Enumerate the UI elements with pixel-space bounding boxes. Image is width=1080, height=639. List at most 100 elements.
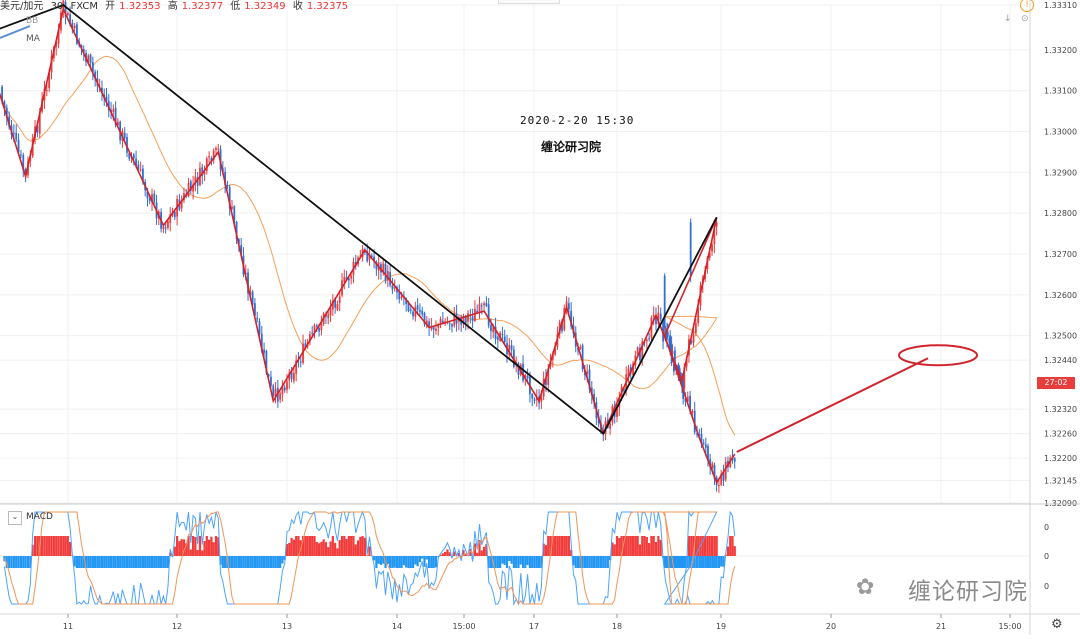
macd-histogram-bar: [36, 536, 38, 556]
macd-histogram-bar: [380, 556, 382, 565]
macd-histogram-bar: [178, 541, 180, 556]
candle-body: [734, 458, 736, 461]
macd-histogram-bar: [703, 556, 705, 568]
macd-histogram-bar: [87, 556, 89, 568]
macd-histogram-bar: [238, 556, 240, 568]
macd-histogram-bar: [405, 556, 407, 568]
macd-histogram-bar: [618, 538, 620, 556]
macd-histogram-bar: [130, 556, 132, 568]
candle-body: [320, 324, 322, 330]
macd-histogram-bar: [311, 536, 313, 556]
macd-histogram-bar: [428, 556, 430, 568]
macd-histogram-bar: [481, 550, 483, 556]
candle-body: [343, 277, 345, 282]
download-icon[interactable]: ↓: [1004, 14, 1012, 24]
candle-body: [167, 221, 169, 227]
macd-histogram-bar: [92, 556, 94, 568]
bb-indicator-label[interactable]: BB: [26, 16, 38, 26]
macd-histogram-bar: [339, 540, 341, 556]
candle-body: [449, 323, 451, 324]
candle-body: [646, 340, 648, 342]
macd-histogram-bar: [210, 537, 212, 556]
macd-histogram-bar: [53, 536, 55, 556]
macd-y-tick-label: 0: [1044, 582, 1049, 591]
macd-histogram-bar: [634, 536, 636, 556]
wechat-icon: ✿: [856, 575, 890, 601]
macd-histogram-bar: [536, 556, 538, 568]
macd-histogram-bar: [10, 556, 12, 568]
candle-body: [467, 313, 469, 321]
macd-histogram-bar: [142, 556, 144, 568]
candle-body: [664, 276, 666, 329]
macd-histogram-bar: [235, 556, 237, 568]
macd-histogram-bar: [215, 536, 217, 556]
macd-histogram-bar: [48, 536, 50, 556]
macd-histogram-bar: [515, 556, 517, 568]
macd-histogram-bar: [410, 556, 412, 568]
macd-label: MACD: [26, 512, 53, 522]
macd-histogram-bar: [316, 542, 318, 556]
macd-histogram-bar: [497, 556, 499, 568]
macd-histogram-bar: [78, 556, 80, 568]
candle-body: [504, 337, 506, 342]
macd-histogram-bar: [614, 544, 616, 556]
macd-histogram-bar: [716, 556, 718, 568]
high-label: 高: [168, 1, 178, 12]
candle-body: [46, 90, 48, 91]
macd-histogram-bar: [648, 543, 650, 556]
macd-histogram-bar: [348, 536, 350, 556]
macd-histogram-bar: [133, 556, 135, 568]
candle-body: [522, 364, 524, 381]
macd-histogram-bar: [25, 556, 27, 568]
macd-histogram-bar: [604, 556, 606, 568]
settings-small-icon[interactable]: ⊙: [1021, 14, 1029, 24]
macd-histogram-bar: [556, 536, 558, 556]
macd-histogram-bar: [394, 556, 396, 568]
macd-histogram-bar: [727, 547, 729, 556]
ma-indicator-label[interactable]: MA: [26, 34, 40, 44]
macd-histogram-bar: [709, 556, 711, 568]
candle-body: [215, 148, 217, 150]
timeframe-box[interactable]: [498, 0, 560, 4]
symbol-name[interactable]: 美元/加元: [0, 1, 43, 12]
macd-histogram-bar: [435, 556, 437, 567]
collapse-toggle[interactable]: ⌄: [8, 511, 22, 525]
interval-label[interactable]: 30: [51, 1, 64, 12]
macd-histogram-bar: [575, 556, 577, 568]
candle-body: [256, 318, 258, 320]
macd-histogram-bar: [627, 536, 629, 556]
macd-histogram-bar: [533, 556, 535, 568]
candle-body: [133, 154, 135, 158]
macd-histogram-bar: [643, 536, 645, 556]
candle-body: [703, 443, 705, 444]
macd-histogram-bar: [265, 556, 267, 568]
macd-histogram-bar: [62, 536, 64, 556]
macd-histogram-bar: [249, 556, 251, 568]
candle-body: [488, 304, 490, 325]
candle-body: [293, 373, 295, 381]
candle-body: [653, 315, 655, 317]
macd-histogram-bar: [720, 556, 722, 566]
y-tick-label: 1.32600: [1044, 291, 1077, 300]
macd-histogram-bar: [423, 556, 425, 567]
macd-histogram-bar: [632, 536, 634, 556]
macd-histogram-bar: [433, 556, 435, 568]
candle-body: [339, 297, 341, 303]
macd-histogram-bar: [713, 536, 715, 556]
macd-histogram-bar: [60, 536, 62, 556]
candle-body: [318, 328, 320, 332]
gear-icon[interactable]: ⚙: [1051, 617, 1063, 632]
close-value: 1.32375: [307, 1, 348, 12]
macd-histogram-bar: [704, 536, 706, 556]
macd-histogram-bar: [281, 556, 283, 564]
macd-histogram-bar: [698, 556, 700, 568]
y-tick-label: 1.32440: [1044, 356, 1077, 365]
macd-histogram-bar: [41, 536, 43, 556]
macd-histogram-bar: [119, 556, 121, 568]
annotation-author: 缠论研习院: [541, 138, 601, 155]
macd-histogram-bar: [426, 556, 428, 560]
candle-body: [20, 154, 22, 155]
macd-histogram-bar: [55, 536, 57, 556]
annotation-datetime: 2020-2-20 15:30: [520, 114, 634, 127]
macd-histogram-bar: [64, 536, 66, 556]
